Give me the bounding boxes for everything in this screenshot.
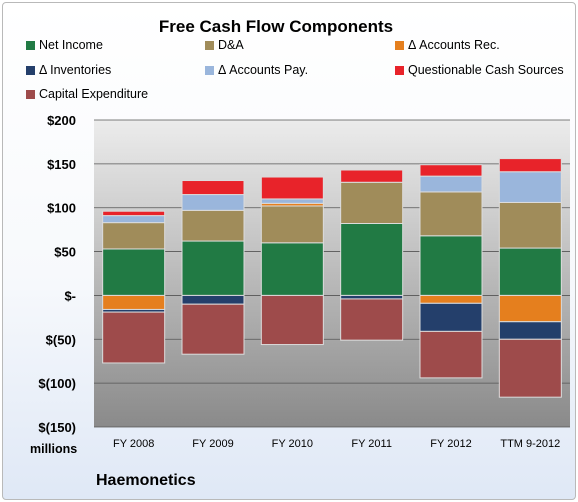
bar-d-a <box>102 222 166 250</box>
x-tick-label: FY 2011 <box>351 438 392 450</box>
y-tick-label: $50 <box>54 245 76 260</box>
bar-questionable-cash-sources <box>498 158 562 173</box>
bar-inventories <box>181 294 245 305</box>
legend: Net Income D&A Δ Accounts Rec. Δ Inventorie… <box>0 0 578 110</box>
bar-capital-expenditure <box>419 330 483 379</box>
legend-label: Δ Accounts Pay. <box>218 63 309 77</box>
bar-net-income <box>102 248 166 296</box>
legend-label: Questionable Cash Sources <box>408 63 564 77</box>
legend-item-d-a: D&A <box>205 38 244 52</box>
legend-label: Capital Expenditure <box>39 87 149 101</box>
bar-capital-expenditure <box>498 338 562 398</box>
bar-accounts-rec <box>102 294 166 310</box>
x-tick-label: TTM 9-2012 <box>500 438 560 450</box>
bar-questionable-cash-sources <box>340 169 404 183</box>
legend-swatch <box>26 41 35 50</box>
bar-questionable-cash-sources <box>102 210 166 217</box>
units-label: millions <box>30 442 78 456</box>
bar-accounts-pay <box>260 198 324 204</box>
bar-d-a <box>498 201 562 249</box>
bar-net-income <box>498 247 562 296</box>
legend-item-questionable-cash-sources: Questionable Cash Sources <box>395 63 564 77</box>
x-tick-label: FY 2012 <box>430 438 471 450</box>
bar-questionable-cash-sources <box>260 176 324 200</box>
legend-label: Δ Inventories <box>39 63 112 77</box>
bar-net-income <box>260 242 324 296</box>
bar-inventories <box>498 321 562 340</box>
legend-swatch <box>205 66 214 75</box>
legend-label: Δ Accounts Rec. <box>408 38 500 52</box>
bar-d-a <box>340 181 404 225</box>
bar-accounts-pay <box>419 175 483 193</box>
bar-capital-expenditure <box>340 298 404 341</box>
bar-capital-expenditure <box>181 303 245 355</box>
bar-capital-expenditure <box>260 294 324 346</box>
bar-questionable-cash-sources <box>419 164 483 177</box>
company-name: Haemonetics <box>96 472 196 489</box>
legend-item-net-income: Net Income <box>26 38 103 52</box>
bar-accounts-rec <box>498 294 562 323</box>
plot-area <box>94 120 570 427</box>
bar-net-income <box>419 235 483 296</box>
legend-swatch <box>26 90 35 99</box>
bar-capital-expenditure <box>102 311 166 364</box>
y-tick-label: $(150) <box>38 420 76 435</box>
legend-swatch <box>395 41 404 50</box>
legend-item-inventories: Δ Inventories <box>26 63 111 77</box>
y-tick-label: $- <box>64 288 76 303</box>
legend-item-capital-expenditure: Capital Expenditure <box>26 87 148 101</box>
bar-d-a <box>260 205 324 244</box>
bar-accounts-pay <box>102 215 166 224</box>
x-tick-label: FY 2009 <box>192 438 233 450</box>
bar-d-a <box>181 209 245 242</box>
legend-item-accounts-pay: Δ Accounts Pay. <box>205 63 308 77</box>
legend-swatch <box>26 66 35 75</box>
y-tick-label: $(100) <box>38 376 76 391</box>
bar-net-income <box>340 223 404 296</box>
y-tick-label: $150 <box>47 157 76 172</box>
x-tick-label: FY 2010 <box>272 438 313 450</box>
bar-questionable-cash-sources <box>181 180 245 196</box>
bar-accounts-pay <box>498 171 562 203</box>
bar-d-a <box>419 191 483 237</box>
bar-inventories <box>419 302 483 332</box>
legend-swatch <box>205 41 214 50</box>
legend-swatch <box>395 66 404 75</box>
bar-net-income <box>181 240 245 296</box>
chart-title: Free Cash Flow Components <box>158 17 394 36</box>
y-tick-label: $200 <box>47 113 76 128</box>
bar-inventories <box>340 294 404 300</box>
legend-label: D&A <box>218 38 244 52</box>
x-tick-label: FY 2008 <box>113 438 154 450</box>
y-tick-label: $(50) <box>46 332 76 347</box>
bar-accounts-pay <box>181 194 245 211</box>
legend-label: Net Income <box>39 38 103 52</box>
y-tick-label: $100 <box>47 201 76 216</box>
legend-item-accounts-rec: Δ Accounts Rec. <box>395 38 500 52</box>
bar-accounts-rec <box>419 294 483 304</box>
